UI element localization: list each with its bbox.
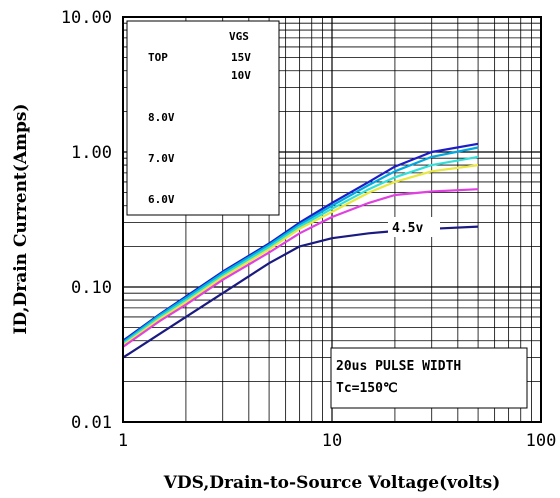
curve-label-background: [388, 217, 440, 237]
x-tick-label: 1: [118, 431, 128, 451]
y-tick-label: 0.10: [71, 278, 112, 298]
tick-labels: 1 10 100 10.00 1.00 0.10 0.01: [61, 8, 557, 451]
legend-entry-7v: 7.0V: [148, 152, 175, 165]
legend-header: VGS: [229, 30, 249, 43]
y-axis-title: ID,Drain Current(Amps): [11, 103, 31, 334]
y-tick-label: 0.01: [71, 413, 112, 433]
series-line-8.0V: [122, 155, 479, 345]
legend-entry-8v: 8.0V: [148, 111, 175, 124]
series-line-10V: [122, 146, 479, 344]
pulse-width-text: 20us PULSE WIDTH: [336, 359, 461, 374]
x-axis-title: VDS,Drain-to-Source Voltage(volts): [163, 473, 501, 493]
legend-entry-15v: 15V: [231, 51, 251, 64]
plot-frame: [122, 16, 542, 423]
temperature-text: Tc=150℃: [336, 381, 398, 396]
series-line-6.0V: [122, 188, 479, 348]
annotation-group: 4.5v 20us PULSE WIDTH Tc=150℃: [330, 217, 528, 409]
legend-entry-6v: 6.0V: [148, 193, 175, 206]
legend-entry-10v: 10V: [231, 69, 251, 82]
curve-group: [122, 142, 479, 359]
curve-label-4-5v: 4.5v: [392, 221, 423, 236]
legend-background: [126, 20, 280, 216]
y-tick-label: 10.00: [61, 8, 112, 28]
legend-top-label: TOP: [148, 51, 168, 64]
x-tick-label: 100: [526, 431, 557, 451]
pulse-box: [330, 347, 528, 409]
legend-box: VGS TOP 15V 10V 8.0V 7.0V 6.0V: [126, 20, 280, 216]
y-tick-label: 1.00: [71, 143, 112, 163]
series-line-7.0V: [122, 164, 479, 347]
x-tick-label: 10: [322, 431, 342, 451]
